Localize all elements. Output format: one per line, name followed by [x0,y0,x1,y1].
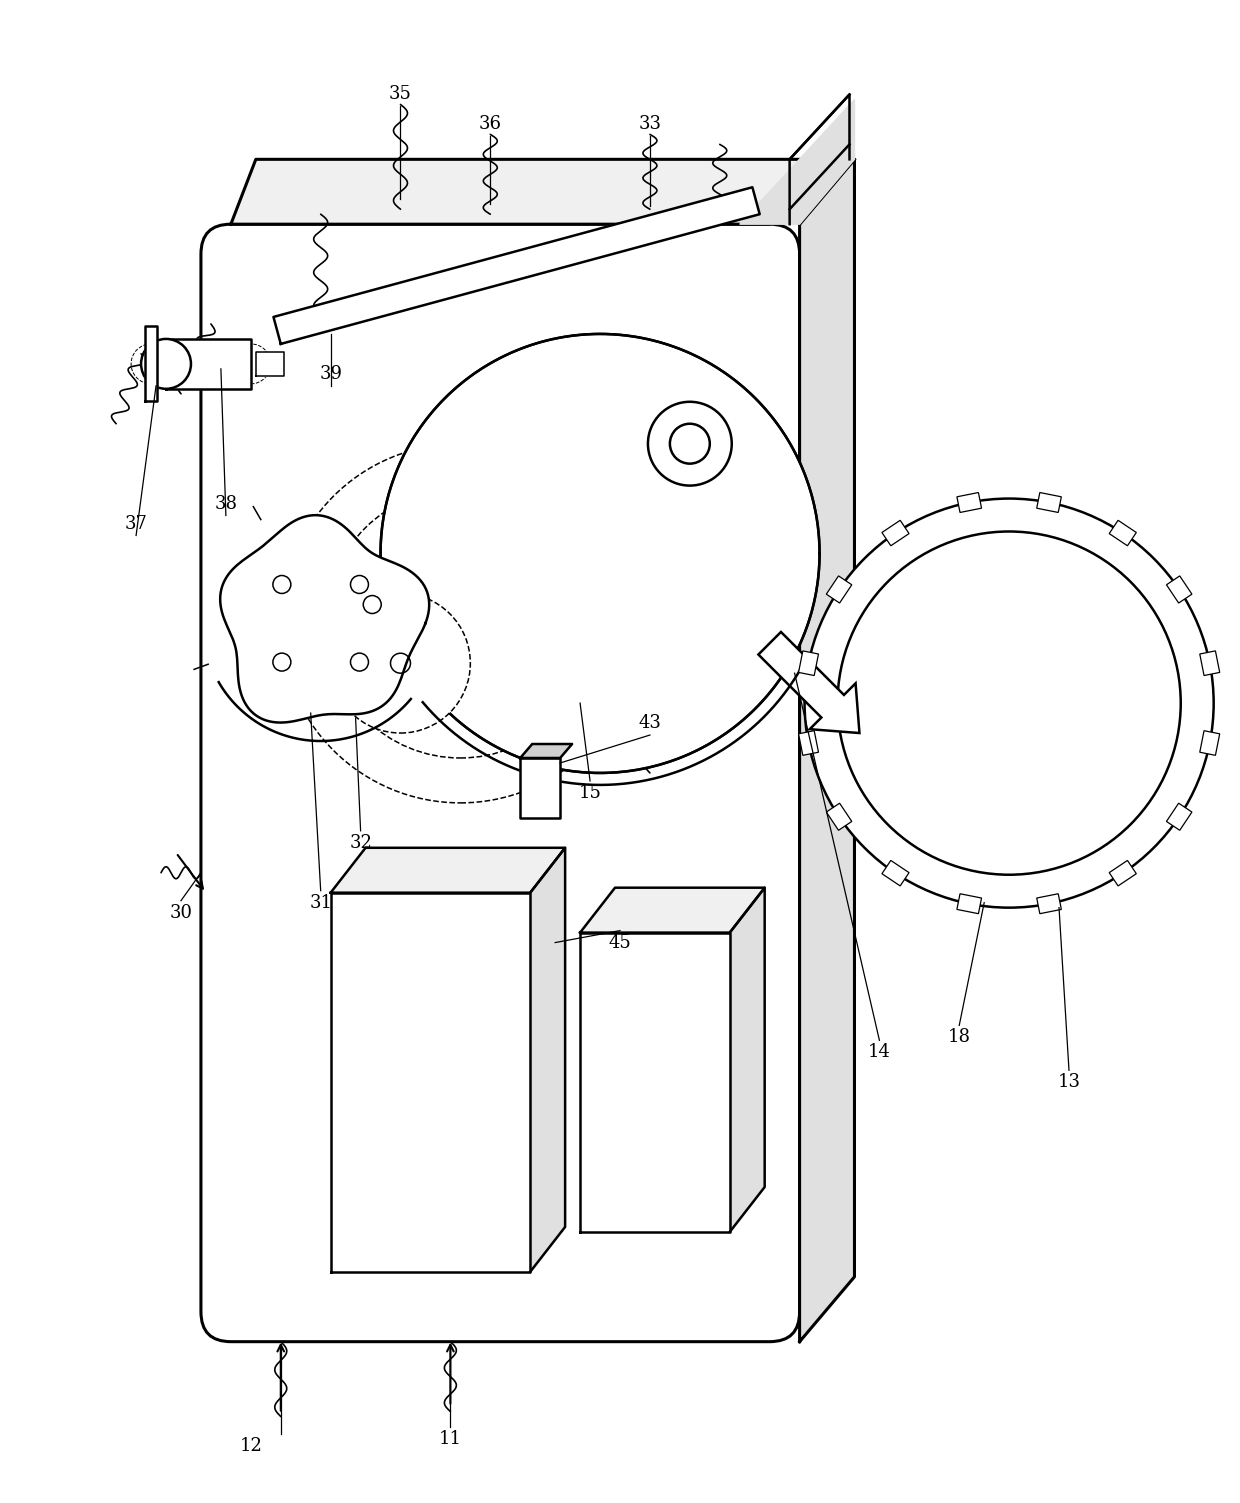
Bar [882,520,909,546]
Text: 43: 43 [639,714,661,732]
Polygon shape [231,159,854,224]
Polygon shape [381,334,820,773]
Circle shape [381,334,820,773]
Polygon shape [166,338,250,389]
Bar [882,860,909,885]
Bar [1200,730,1220,756]
Text: 11: 11 [439,1431,461,1449]
Circle shape [837,532,1180,875]
Text: 35: 35 [389,86,412,104]
Text: 32: 32 [350,834,372,852]
Polygon shape [580,932,730,1232]
Bar [1200,651,1220,675]
Polygon shape [740,99,854,224]
Bar [1110,520,1136,546]
Text: 33: 33 [639,116,661,134]
Text: 18: 18 [947,1028,971,1046]
Bar [1167,576,1192,603]
Text: 36: 36 [479,116,502,134]
Text: 15: 15 [579,785,601,803]
Bar [799,651,818,675]
Bar [1037,894,1061,914]
Bar [1167,803,1192,830]
Polygon shape [145,326,157,401]
Bar [957,894,982,914]
Polygon shape [331,848,565,893]
Circle shape [805,499,1214,908]
Text: 37: 37 [125,514,148,532]
Text: 13: 13 [1058,1073,1080,1091]
Text: 31: 31 [309,894,332,912]
Text: 38: 38 [215,494,237,513]
Circle shape [141,338,191,389]
Polygon shape [730,888,765,1232]
Polygon shape [274,188,760,344]
Bar [1037,493,1061,513]
Circle shape [670,424,709,463]
Polygon shape [255,352,284,376]
Polygon shape [580,888,765,932]
Polygon shape [521,744,572,758]
FancyArrow shape [759,631,859,733]
Text: 12: 12 [239,1437,263,1455]
Text: 39: 39 [319,365,342,383]
Bar [1110,860,1136,885]
Polygon shape [531,848,565,1272]
Polygon shape [331,893,531,1272]
Circle shape [331,594,470,733]
Bar [826,576,852,603]
FancyBboxPatch shape [201,224,800,1342]
Text: 45: 45 [609,933,631,951]
Polygon shape [221,516,429,723]
Polygon shape [521,758,560,818]
Bar [826,803,852,830]
Text: 30: 30 [170,903,192,921]
Polygon shape [800,159,854,1342]
Text: 14: 14 [868,1043,890,1061]
Bar [799,730,818,756]
Circle shape [649,401,732,485]
Bar [957,493,982,513]
